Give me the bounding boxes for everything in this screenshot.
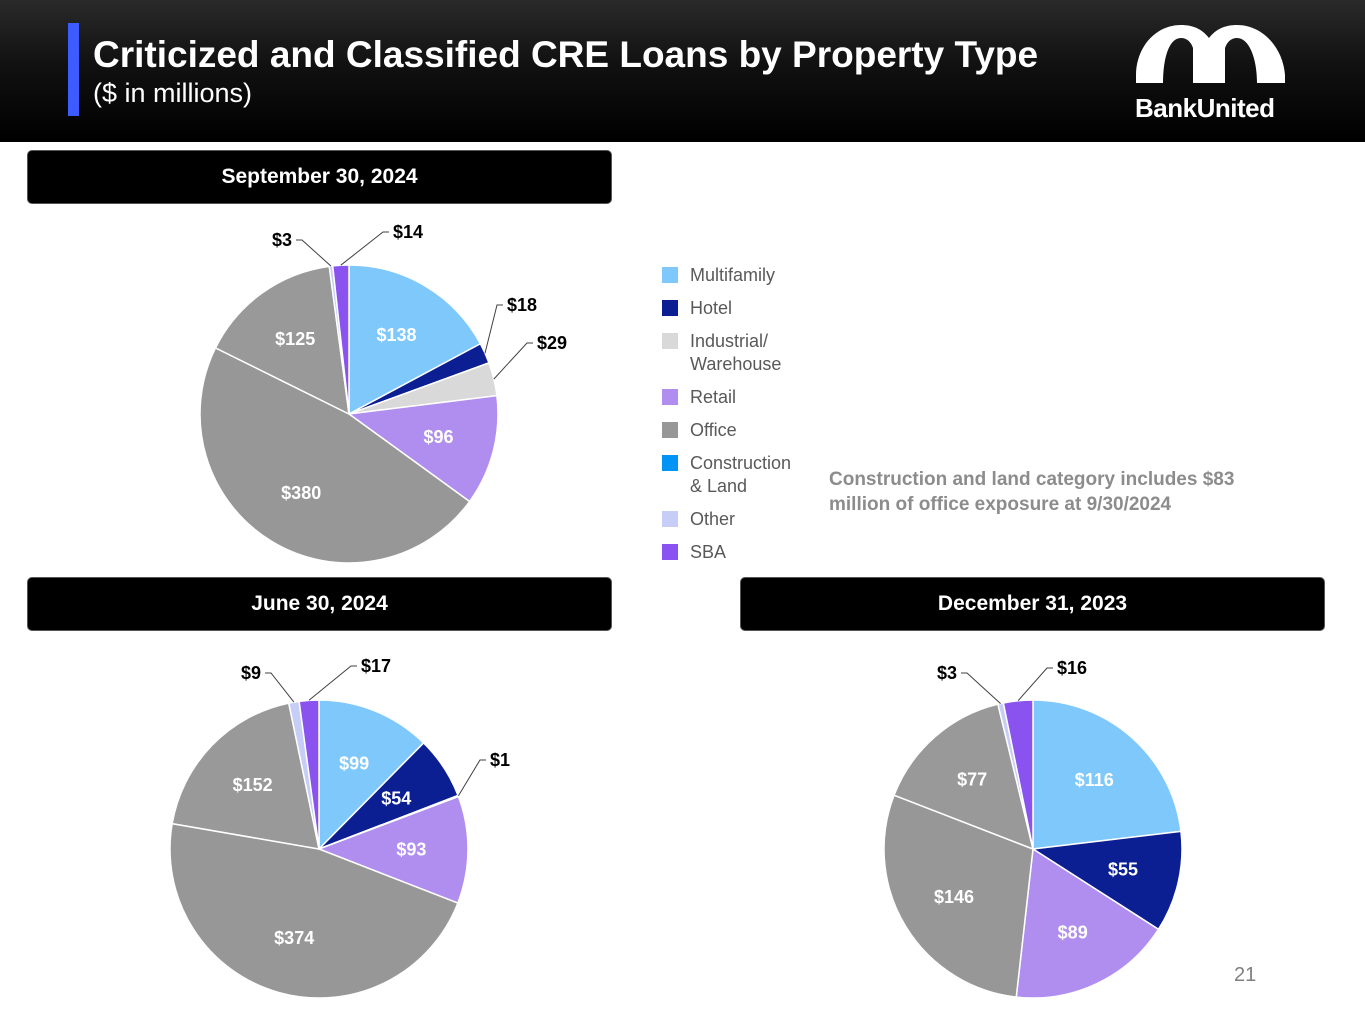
data-label: $146 [934, 887, 974, 907]
legend-swatch [662, 511, 678, 527]
page-number: 21 [1234, 964, 1257, 986]
pie-slice [883, 794, 1034, 998]
leader-line [961, 672, 1001, 704]
leader-line [296, 239, 332, 267]
leader-line [308, 665, 357, 701]
legend-item: Retail [662, 386, 822, 409]
legend-swatch [662, 300, 678, 316]
pie-slice [1015, 847, 1160, 999]
leader-line [493, 342, 533, 380]
legend-item: Industrial/ Warehouse [662, 330, 822, 376]
chart-title-sep-2024: September 30, 2024 [27, 150, 612, 204]
legend-item: Hotel [662, 297, 822, 320]
page-subtitle: ($ in millions) [93, 78, 253, 108]
pie-slice [1002, 699, 1034, 850]
logo-wordmark: BankUnited [1135, 93, 1275, 123]
data-label: $96 [423, 427, 453, 447]
data-label: $99 [339, 754, 369, 774]
data-label: $14 [393, 222, 423, 242]
pie-chart-1: $99 $54 $1 $93 $374 $152 $9 $17 [169, 656, 510, 999]
legend-label: Industrial/ Warehouse [690, 331, 782, 374]
data-label: $29 [537, 333, 567, 353]
data-label: $3 [937, 663, 957, 683]
pie-slice [347, 394, 499, 503]
pie-slice [1030, 830, 1183, 931]
legend-item: Multifamily [662, 264, 822, 287]
legend-swatch [662, 422, 678, 438]
leader-line [457, 759, 486, 797]
footnote-construction: Construction and land category includes … [829, 469, 1235, 515]
data-label: $3 [272, 230, 292, 250]
legend-label: Retail [690, 387, 737, 407]
leader-line [340, 231, 389, 266]
data-label: $116 [1075, 770, 1114, 790]
data-label: $9 [241, 663, 261, 683]
leader-line [265, 672, 295, 703]
data-label: $125 [275, 329, 315, 349]
data-label: $16 [1057, 658, 1087, 678]
legend-swatch [662, 267, 678, 283]
data-label: $17 [361, 656, 391, 676]
data-label: $380 [281, 483, 321, 503]
legend-label: Multifamily [690, 265, 776, 285]
data-label: $55 [1108, 860, 1138, 880]
bankunited-logo: BankUnited [1133, 20, 1289, 125]
page-title: Criticized and Classified CRE Loans by P… [93, 34, 1039, 75]
legend-item: SBA [662, 541, 822, 564]
legend-item: Other [662, 508, 822, 531]
pie-slice [318, 699, 425, 851]
legend-swatch [662, 389, 678, 405]
leader-line [1017, 667, 1053, 702]
pie-slice [1032, 699, 1182, 850]
pie-slice [348, 264, 482, 416]
pie-slice [171, 702, 320, 850]
legend-label: SBA [690, 542, 727, 562]
leader-line [484, 304, 503, 354]
data-label: $54 [381, 788, 411, 808]
pie-slice [199, 346, 471, 564]
header-bar: Criticized and Classified CRE Loans by P… [0, 0, 1365, 142]
pie-slice [893, 703, 1035, 851]
legend-item: Office [662, 419, 822, 442]
pie-slice [169, 822, 459, 999]
data-label: $93 [396, 840, 426, 860]
legend-label: Construction & Land [690, 453, 792, 496]
chart-title-dec-2023: December 31, 2023 [740, 577, 1325, 631]
chart-title-jun-2024: June 30, 2024 [27, 577, 612, 631]
data-label: $89 [1058, 922, 1088, 942]
legend-label: Hotel [690, 298, 733, 318]
data-label: $77 [957, 770, 987, 790]
legend-label: Office [690, 420, 737, 440]
legend-swatch [662, 544, 678, 560]
data-label: $1 [490, 750, 510, 770]
legend-item: Construction & Land [662, 452, 822, 498]
legend: Multifamily Hotel Industrial/ Warehouse … [662, 264, 822, 574]
data-label: $18 [507, 295, 537, 315]
pie-chart-0: $138 $18$29 $96 $380 $125 $3 $14 [199, 222, 567, 564]
legend-swatch [662, 333, 678, 349]
legend-swatch [662, 455, 678, 471]
arch-logo-icon [1136, 25, 1285, 83]
data-label: $138 [376, 325, 416, 345]
legend-label: Other [690, 509, 736, 529]
data-label: $374 [274, 928, 314, 948]
pie-slice [316, 795, 469, 905]
data-label: $152 [233, 775, 273, 795]
pie-chart-2: $116 $55 $89 $146 $77 $3 $16 [883, 658, 1183, 999]
pie-slice [214, 265, 350, 416]
accent-bar [68, 23, 79, 116]
